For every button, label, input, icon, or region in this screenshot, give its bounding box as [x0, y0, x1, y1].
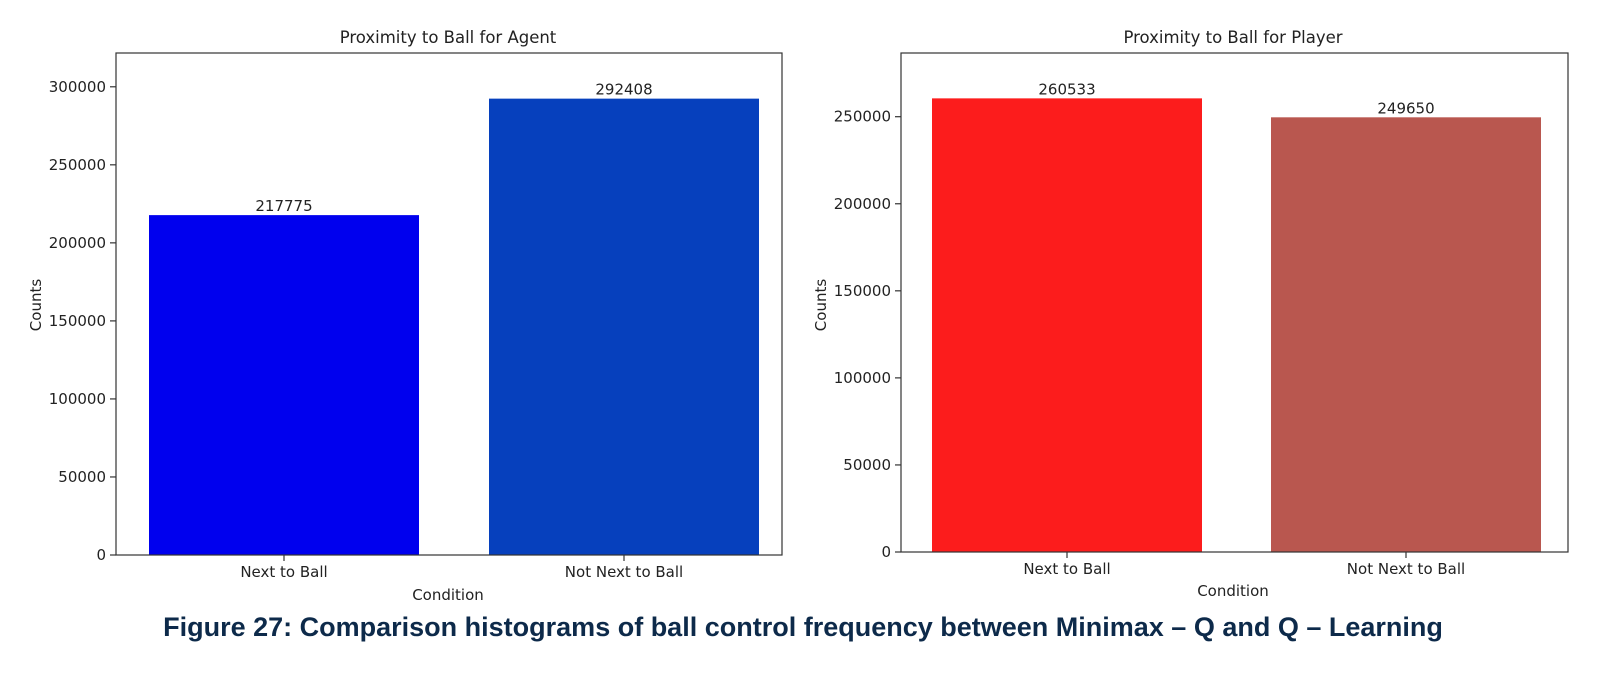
y-tick-label: 50000	[58, 468, 106, 486]
x-axis-label: Condition	[1197, 582, 1269, 600]
figure-charts: Proximity to Ball for Agent 217775 292408…	[27, 28, 1569, 604]
bar-value-label: 217775	[255, 197, 312, 215]
y-tick-label: 200000	[49, 234, 106, 252]
y-tick-label: 150000	[49, 312, 106, 330]
x-tick-label: Next to Ball	[1023, 560, 1110, 578]
x-tick-label: Not Next to Ball	[565, 563, 683, 581]
chart-title: Proximity to Ball for Agent	[340, 28, 557, 47]
bar-value-label: 292408	[595, 81, 652, 99]
bar-next-to-ball	[149, 215, 419, 555]
y-tick-label: 200000	[834, 195, 891, 213]
y-tick-label: 100000	[834, 369, 891, 387]
bar-value-label: 249650	[1377, 99, 1434, 117]
plot-frame	[900, 52, 1569, 553]
x-tick-label: Not Next to Ball	[1347, 560, 1465, 578]
y-tick-label: 300000	[49, 78, 106, 96]
bar-not-next-to-ball	[1271, 117, 1541, 553]
chart-agent: Proximity to Ball for Agent 217775 292408…	[27, 28, 783, 604]
bar-group: 217775 292408	[149, 81, 759, 555]
x-ticks: Next to Ball Not Next to Ball	[1023, 552, 1465, 578]
y-axis-label: Counts	[27, 279, 45, 332]
y-tick-label: 0	[881, 543, 891, 561]
y-tick-label: 250000	[834, 108, 891, 126]
y-tick-label: 50000	[843, 456, 891, 474]
bar-next-to-ball	[932, 98, 1202, 552]
x-tick-label: Next to Ball	[240, 563, 327, 581]
y-axis-label: Counts	[812, 279, 830, 332]
bar-group: 260533 249650	[932, 80, 1541, 553]
chart-player: Proximity to Ball for Player 260533 24965…	[812, 28, 1569, 600]
y-tick-label: 150000	[834, 282, 891, 300]
y-ticks: 0 50000 100000 150000 200000 250000 300000	[49, 78, 116, 564]
y-ticks: 0 50000 100000 150000 200000 250000	[834, 108, 901, 561]
bar-not-next-to-ball	[489, 98, 759, 555]
chart-title: Proximity to Ball for Player	[1123, 28, 1342, 47]
x-ticks: Next to Ball Not Next to Ball	[240, 555, 683, 581]
figure-caption: Figure 27: Comparison histograms of ball…	[163, 612, 1443, 642]
plot-frame	[115, 52, 783, 556]
y-tick-label: 0	[96, 546, 106, 564]
y-tick-label: 250000	[49, 156, 106, 174]
y-tick-label: 100000	[49, 390, 106, 408]
x-axis-label: Condition	[412, 586, 484, 604]
bar-value-label: 260533	[1038, 80, 1095, 98]
